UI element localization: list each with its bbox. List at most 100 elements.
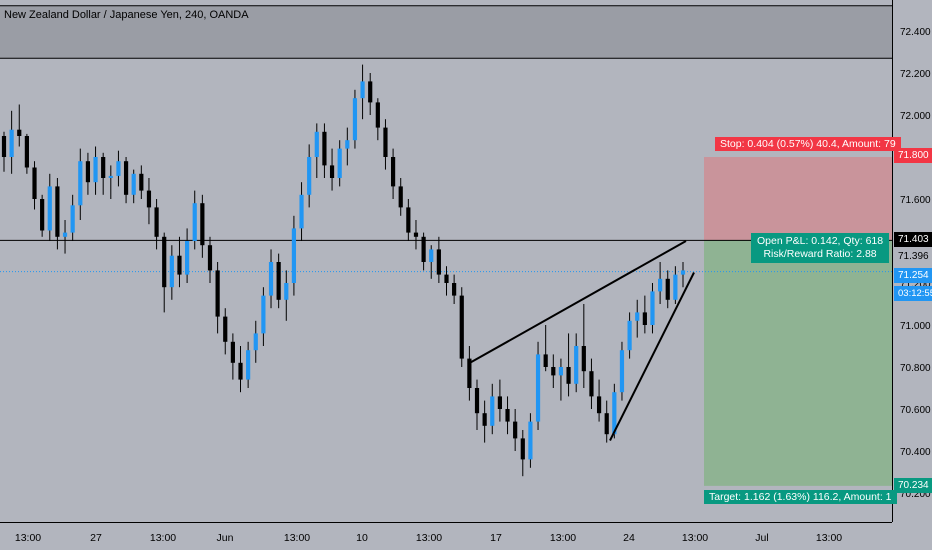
- candle-body: [589, 371, 594, 397]
- candle: [429, 245, 434, 279]
- candle: [162, 232, 167, 313]
- candle: [215, 262, 220, 334]
- candle: [307, 144, 312, 208]
- candle: [581, 304, 586, 388]
- candle-body: [490, 396, 495, 426]
- candle: [24, 133, 29, 174]
- candle-body: [520, 438, 525, 460]
- y-tick-label: 70.400: [900, 447, 931, 458]
- candle: [558, 358, 564, 401]
- candle-body: [215, 270, 220, 317]
- candle-body: [535, 354, 541, 422]
- candle-body: [9, 129, 14, 157]
- x-tick-label: Jun: [217, 532, 234, 544]
- candle-body: [604, 413, 609, 435]
- candle: [261, 287, 266, 346]
- candle-body: [452, 283, 457, 296]
- candle: [116, 150, 121, 187]
- stop-zone: [704, 157, 892, 241]
- candle: [360, 64, 365, 120]
- candle-body: [62, 232, 68, 237]
- candle: [337, 140, 342, 187]
- upper-trendline: [469, 240, 687, 364]
- candle: [329, 148, 335, 191]
- candle-body: [642, 312, 647, 325]
- candle: [528, 413, 533, 468]
- candle-body: [368, 81, 373, 103]
- candle-body: [612, 392, 617, 435]
- candle: [520, 430, 525, 477]
- candle-body: [513, 421, 518, 439]
- candle-body: [108, 175, 113, 178]
- x-tick-label: 13:00: [682, 532, 708, 544]
- candle: [665, 270, 670, 309]
- candle: [40, 194, 45, 237]
- candle: [474, 379, 480, 430]
- candle-body: [635, 312, 640, 321]
- candle: [322, 123, 327, 178]
- candle-body: [566, 367, 571, 384]
- candle: [192, 190, 197, 250]
- candle: [390, 148, 396, 199]
- y-tick-label: 70.800: [900, 363, 931, 374]
- candle: [9, 110, 14, 174]
- candle-body: [200, 203, 205, 246]
- candle-body: [322, 131, 327, 166]
- candle: [78, 148, 83, 220]
- candle: [169, 245, 174, 300]
- candle: [513, 409, 518, 451]
- candle-body: [497, 396, 502, 409]
- candle: [421, 232, 426, 271]
- candle-body: [673, 274, 678, 300]
- x-tick-label: 24: [623, 532, 635, 544]
- candle: [185, 228, 190, 283]
- candle-body: [558, 367, 564, 376]
- candle: [93, 146, 98, 195]
- candle: [604, 400, 609, 443]
- candle: [612, 383, 617, 439]
- candle-body: [299, 194, 304, 229]
- candle-body: [192, 203, 197, 241]
- candle: [268, 249, 274, 309]
- y-tick-label: 72.000: [900, 111, 931, 122]
- candle: [131, 169, 136, 204]
- target-price-tag: 70.234: [894, 478, 932, 493]
- candle: [17, 104, 22, 147]
- candle: [436, 236, 441, 283]
- candle: [535, 341, 541, 430]
- candle: [650, 283, 655, 334]
- target-label: Target: 1.162 (1.63%) 116.2, Amount: 1: [704, 490, 897, 504]
- entry-price-tag: 71.403: [894, 232, 932, 247]
- candle-body: [345, 140, 350, 149]
- candle-body: [398, 186, 403, 208]
- candle: [238, 346, 243, 393]
- candle: [314, 123, 319, 178]
- candle-body: [177, 255, 182, 275]
- candle-body: [32, 167, 37, 199]
- candle: [406, 199, 411, 241]
- x-tick-label: 13:00: [550, 532, 576, 544]
- candle-body: [314, 131, 319, 157]
- risk-reward-text: Risk/Reward Ratio: 2.88: [763, 248, 877, 260]
- candle-body: [390, 157, 396, 187]
- candle: [543, 325, 548, 372]
- candle: [635, 299, 640, 338]
- candle-body: [70, 205, 75, 233]
- candle: [246, 341, 251, 388]
- candle-body: [139, 173, 144, 191]
- candle: [70, 194, 75, 241]
- candle: [566, 333, 571, 397]
- candle-body: [162, 236, 167, 288]
- candle: [101, 152, 106, 195]
- candle: [619, 341, 625, 401]
- current-price-tag: 71.254: [894, 268, 932, 283]
- candle: [108, 165, 113, 199]
- x-tick-label: Jul: [755, 532, 768, 544]
- candle: [596, 379, 602, 422]
- stop-label: Stop: 0.404 (0.57%) 40.4, Amount: 79: [715, 137, 901, 151]
- candle-body: [307, 157, 312, 195]
- candle: [490, 383, 495, 435]
- candle: [177, 236, 182, 288]
- lower-trendline: [609, 272, 695, 441]
